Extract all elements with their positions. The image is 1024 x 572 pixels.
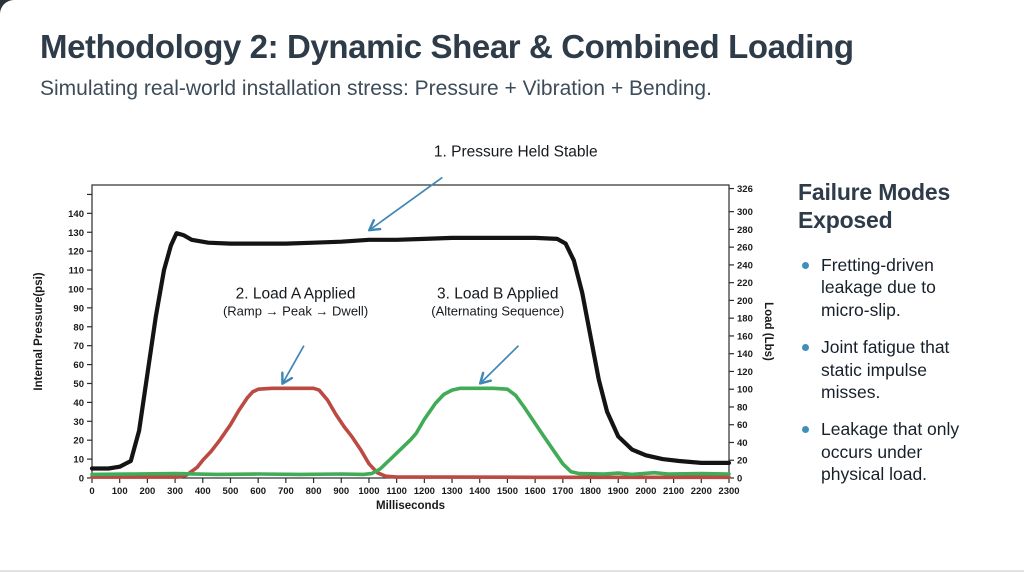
annotation-label: 3. Load B Applied (437, 285, 559, 302)
failure-mode-text: Leakage that only occurs under physical … (821, 419, 960, 485)
svg-text:1500: 1500 (497, 486, 518, 497)
svg-text:100: 100 (68, 284, 84, 295)
svg-text:326: 326 (737, 184, 753, 195)
svg-text:100: 100 (112, 486, 128, 497)
svg-text:300: 300 (737, 207, 753, 218)
svg-text:1000: 1000 (358, 486, 379, 497)
svg-text:10: 10 (73, 455, 84, 466)
curve-load-a (90, 386, 731, 480)
failure-mode-text: Fretting-driven leakage due to micro-sli… (821, 255, 936, 320)
curve-load-b (90, 386, 731, 477)
annotation-sublabel: (Ramp → Peak → Dwell) (223, 303, 368, 318)
annotation-1: 1. Pressure Held Stable (368, 144, 598, 232)
svg-text:400: 400 (195, 486, 211, 497)
svg-text:2000: 2000 (635, 486, 656, 497)
annotation-label: 2. Load A Applied (236, 285, 356, 302)
svg-text:1800: 1800 (580, 486, 601, 497)
failure-modes-heading: Failure Modes Exposed (798, 179, 951, 234)
bullet-dot-icon (802, 262, 809, 270)
slide-header: Methodology 2: Dynamic Shear & Combined … (40, 28, 984, 101)
chart-canvas: 0102030405060708090100110120130140020406… (33, 144, 774, 512)
svg-text:220: 220 (737, 278, 753, 289)
svg-text:40: 40 (73, 398, 84, 409)
svg-text:120: 120 (68, 247, 84, 258)
svg-text:800: 800 (306, 486, 322, 497)
svg-text:2300: 2300 (718, 486, 739, 497)
svg-text:120: 120 (737, 367, 753, 378)
svg-text:2200: 2200 (691, 486, 712, 497)
svg-text:140: 140 (737, 349, 753, 360)
svg-text:200: 200 (737, 296, 753, 307)
svg-text:500: 500 (223, 486, 239, 497)
svg-text:1100: 1100 (386, 486, 407, 497)
svg-text:2100: 2100 (663, 486, 684, 497)
svg-text:0: 0 (89, 486, 94, 497)
list-item: Leakage that only occurs under physical … (798, 418, 1004, 485)
x-axis-label: Milliseconds (376, 500, 445, 512)
svg-text:900: 900 (333, 486, 349, 497)
corner-wedge-decoration (0, 0, 14, 14)
failure-modes-list: Fretting-driven leakage due to micro-sli… (798, 254, 1004, 486)
bullet-dot-icon (802, 426, 809, 434)
svg-text:1700: 1700 (552, 486, 573, 497)
svg-text:260: 260 (737, 243, 753, 254)
svg-text:200: 200 (139, 486, 155, 497)
svg-text:300: 300 (167, 486, 183, 497)
svg-text:1400: 1400 (469, 486, 490, 497)
svg-text:1200: 1200 (414, 486, 435, 497)
svg-text:700: 700 (278, 486, 294, 497)
svg-text:20: 20 (737, 456, 748, 467)
x-axis-ticks: 0 100 200 300 400 500 600 700 800 900 1000 1100 1200… (89, 478, 740, 497)
svg-text:0: 0 (737, 474, 742, 485)
svg-text:80: 80 (737, 402, 748, 413)
svg-text:1300: 1300 (441, 486, 462, 497)
annotation-2: 2. Load A Applied(Ramp → Peak → Dwell) (223, 285, 368, 385)
svg-text:110: 110 (69, 266, 84, 277)
svg-text:20: 20 (73, 436, 84, 447)
slide-title: Methodology 2: Dynamic Shear & Combined … (40, 28, 854, 65)
svg-text:160: 160 (737, 331, 753, 342)
svg-text:50: 50 (73, 379, 84, 390)
failure-mode-text: Joint fatigue that static impulse misses… (821, 337, 950, 403)
pressure-load-chart: 0 10 20 30 40 50 60 70 80 90 100 110 120 130 140 0 20 40 6… (28, 137, 774, 517)
svg-text:0: 0 (79, 474, 84, 485)
svg-text:600: 600 (250, 486, 266, 497)
bullet-dot-icon (802, 344, 809, 352)
list-item: Joint fatigue that static impulse misses… (798, 336, 1004, 403)
annotation-label: 1. Pressure Held Stable (434, 144, 598, 161)
plot-border (91, 184, 730, 479)
svg-text:240: 240 (737, 260, 753, 271)
svg-text:280: 280 (737, 225, 753, 236)
svg-text:60: 60 (737, 420, 748, 431)
svg-text:80: 80 (73, 322, 84, 333)
svg-text:100: 100 (737, 385, 753, 396)
list-item: Fretting-driven leakage due to micro-sli… (798, 254, 1004, 321)
slide-subtitle: Simulating real-world installation stres… (40, 76, 712, 100)
annotation-3: 3. Load B Applied(Alternating Sequence) (431, 285, 564, 385)
svg-text:60: 60 (73, 360, 84, 371)
svg-text:90: 90 (73, 303, 84, 314)
svg-text:30: 30 (73, 417, 84, 428)
svg-text:1900: 1900 (608, 486, 629, 497)
right-y-axis-label: Load (Lbs) (762, 302, 774, 361)
svg-text:40: 40 (737, 438, 748, 449)
annotation-sublabel: (Alternating Sequence) (431, 303, 564, 318)
failure-modes-panel: Failure Modes Exposed Fretting-driven le… (798, 178, 1004, 501)
svg-text:180: 180 (737, 314, 753, 325)
left-axis-ticks: 0 10 20 30 40 50 60 70 80 90 100 110 120 130 140 (68, 193, 92, 485)
svg-text:1600: 1600 (525, 486, 546, 497)
svg-text:140: 140 (68, 209, 84, 220)
curve-internal-pressure (89, 231, 732, 471)
left-y-axis-label: Internal Pressure(psi) (33, 272, 45, 390)
svg-text:70: 70 (73, 341, 84, 352)
right-axis-ticks: 0 20 40 60 80 100 120 140 160 180 200 220 240 260 280 3… (729, 184, 753, 485)
svg-text:130: 130 (68, 228, 84, 239)
